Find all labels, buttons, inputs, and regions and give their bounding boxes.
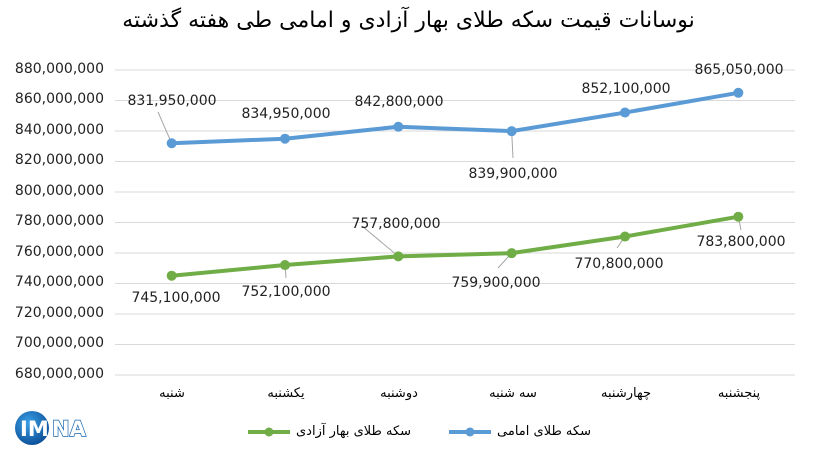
data-point-marker: [280, 133, 290, 144]
x-tick-label: دوشنبه: [380, 386, 418, 401]
x-tick-label: یکشنبه: [267, 386, 305, 401]
data-label-emami: 852,100,000: [581, 81, 671, 97]
legend-line-marker-icon: [248, 427, 290, 436]
svg-text:IM: IM: [20, 417, 49, 441]
x-tick-label: پنجشنبه: [717, 386, 761, 401]
y-tick-label: 740,000,000: [14, 274, 104, 290]
data-point-marker: [166, 138, 177, 149]
series-lines: [166, 87, 744, 281]
legend-item-emami[interactable]: سکه طلای امامی: [447, 424, 591, 439]
chart-legend: سکه طلای امامی سکه طلای بهار آزادی: [246, 424, 591, 439]
y-tick-label: 880,000,000: [14, 61, 104, 77]
data-label-bahar-azadi: 770,800,000: [574, 256, 664, 272]
data-label-bahar-azadi: 745,100,000: [131, 290, 221, 306]
data-label-emami: 834,950,000: [241, 106, 331, 122]
data-point-marker: [620, 231, 630, 242]
data-point-marker: [620, 107, 630, 118]
data-label-bahar-azadi: 752,100,000: [241, 284, 331, 300]
data-point-marker: [280, 260, 290, 271]
legend-label: سکه طلای بهار آزادی: [296, 424, 412, 439]
data-point-marker: [733, 87, 744, 98]
data-point-marker: [506, 248, 517, 259]
x-tick-label: شنبه: [159, 386, 185, 401]
legend-item-bahar-azadi[interactable]: سکه طلای بهار آزادی: [246, 424, 411, 439]
y-tick-label: 780,000,000: [14, 213, 104, 229]
legend-label: سکه طلای امامی: [497, 424, 591, 439]
gridlines: [115, 69, 795, 376]
y-tick-label: 800,000,000: [14, 183, 104, 199]
legend-line-marker-icon: [449, 427, 492, 436]
data-label-emami: 865,050,000: [694, 62, 784, 78]
data-label-bahar-azadi: 757,800,000: [351, 216, 441, 232]
svg-text:NA: NA: [52, 417, 87, 441]
data-point-marker: [733, 211, 744, 222]
y-tick-label: 700,000,000: [14, 335, 104, 351]
y-tick-label: 840,000,000: [14, 122, 104, 138]
data-point-marker: [506, 126, 517, 137]
y-tick-label: 720,000,000: [14, 305, 104, 321]
chart-title: نوسانات قیمت سکه طلای بهار آزادی و امامی…: [122, 8, 695, 33]
x-tick-label: سه شنبه: [489, 386, 537, 401]
data-label-emami: 839,900,000: [468, 166, 558, 182]
y-tick-label: 760,000,000: [14, 244, 104, 260]
data-point-marker: [393, 121, 404, 132]
data-point-marker: [166, 270, 177, 281]
data-label-emami: 842,800,000: [354, 94, 444, 110]
y-tick-label: 820,000,000: [14, 152, 104, 168]
data-label-emami: 831,950,000: [127, 93, 217, 109]
y-tick-label: 680,000,000: [14, 366, 104, 382]
data-label-bahar-azadi: 759,900,000: [451, 275, 541, 291]
data-point-marker: [393, 251, 404, 262]
x-tick-label: چهارشنبه: [601, 386, 651, 401]
imna-logo-icon: IM NA: [15, 411, 87, 445]
data-label-bahar-azadi: 783,800,000: [696, 234, 786, 250]
y-tick-label: 860,000,000: [14, 91, 104, 107]
